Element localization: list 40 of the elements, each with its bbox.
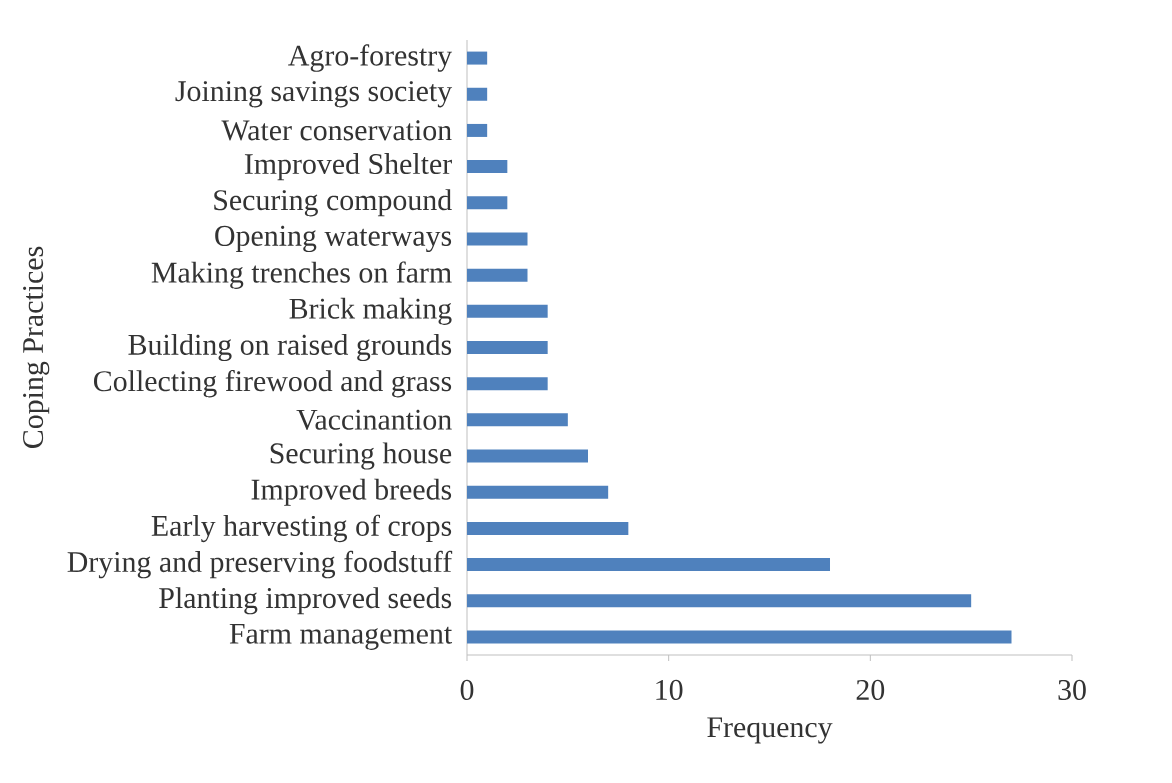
bar bbox=[467, 377, 548, 391]
y-tick-label: Securing house bbox=[270, 442, 452, 470]
bar bbox=[467, 485, 609, 499]
y-tick-label: Planting improved seeds bbox=[159, 587, 452, 615]
bar bbox=[467, 123, 488, 137]
bar bbox=[467, 232, 528, 246]
bar bbox=[467, 594, 972, 608]
y-tick-label: Vaccinantion bbox=[296, 409, 452, 430]
y-tick-label: Making trenches on farm bbox=[151, 261, 452, 289]
y-tick-label: Collecting firewood and grass bbox=[93, 369, 452, 398]
y-tick-label: Securing compound bbox=[214, 189, 452, 217]
bar bbox=[467, 630, 1012, 644]
x-tick-label: 10 bbox=[656, 679, 683, 701]
x-tick-label: 20 bbox=[856, 679, 885, 701]
y-tick-label: Improved breeds bbox=[251, 478, 452, 506]
bar bbox=[467, 87, 488, 101]
bar bbox=[467, 449, 588, 463]
bar bbox=[467, 558, 830, 572]
y-axis-title: Coping Practices bbox=[23, 246, 50, 448]
y-tick-label: Agro-forestry bbox=[288, 44, 453, 72]
x-tick-label: 0 bbox=[460, 679, 474, 701]
bar bbox=[467, 196, 508, 210]
y-tick-label: Water conservation bbox=[221, 120, 452, 141]
bar bbox=[467, 304, 548, 318]
bar bbox=[467, 341, 548, 354]
y-tick-label: Brick making bbox=[289, 297, 452, 325]
x-tick-label: 30 bbox=[1058, 679, 1086, 701]
x-axis-title: Frequency bbox=[707, 717, 833, 744]
bar bbox=[467, 413, 568, 427]
y-tick-label: Drying and preserving foodstuff bbox=[67, 550, 453, 579]
y-tick-label: Early harvesting of crops bbox=[151, 514, 452, 543]
y-tick-label: Improved Shelter bbox=[244, 153, 452, 181]
bar bbox=[467, 51, 488, 65]
y-tick-label: Opening waterways bbox=[215, 225, 452, 253]
bar bbox=[467, 521, 629, 535]
y-tick-label: Joining savings society bbox=[175, 81, 453, 108]
bar bbox=[467, 268, 528, 282]
y-tick-label: Building on raised grounds bbox=[128, 333, 452, 362]
y-tick-label: Farm management bbox=[229, 623, 453, 650]
bar bbox=[467, 160, 508, 174]
